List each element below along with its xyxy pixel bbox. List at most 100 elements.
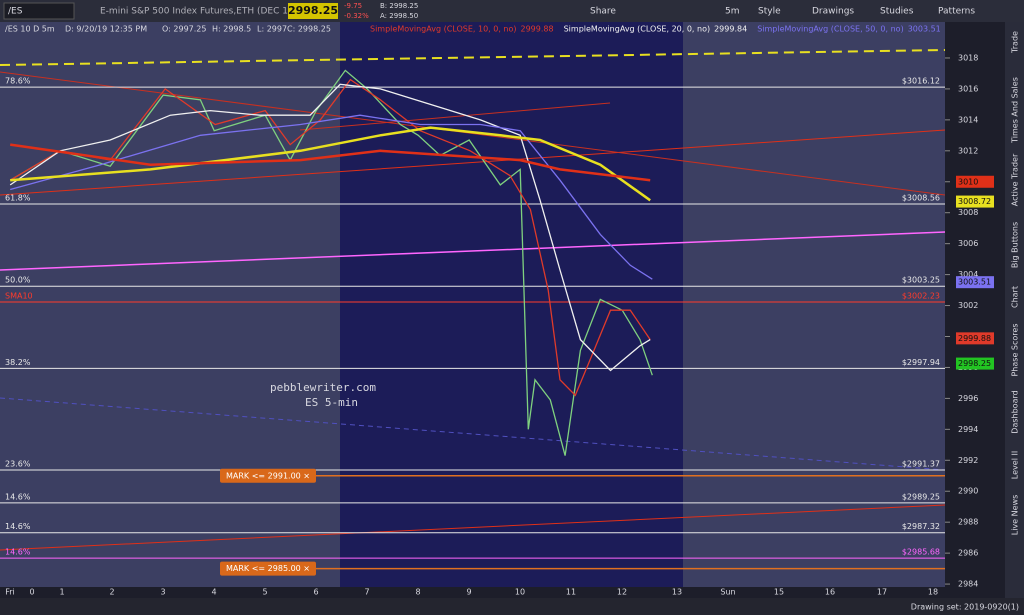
y-tick-label: 3018: [958, 53, 978, 62]
x-tick-label: 6: [313, 588, 318, 597]
x-tick-label: 4: [211, 588, 216, 597]
level-label: 50.0%: [5, 276, 31, 285]
info-low: L: 2997: [257, 25, 287, 34]
trend-line: [0, 71, 946, 196]
x-tick-label: Sun: [720, 588, 735, 597]
sidebar-tab[interactable]: Phase Scores: [1011, 323, 1020, 376]
info-date: D: 9/20/19 12:35 PM: [65, 25, 147, 34]
y-tick-label: 2986: [958, 549, 978, 558]
sidebar-tab[interactable]: Live News: [1011, 495, 1020, 536]
x-tick-label: 18: [928, 588, 938, 597]
level-label: 14.6%: [5, 548, 31, 557]
x-tick-label: 0: [29, 588, 34, 597]
level-price: $2989.25: [902, 492, 940, 501]
chart-name: /ES 10 D 5m: [5, 25, 55, 34]
info-high: H: 2998.5: [212, 25, 251, 34]
session-shade: [340, 22, 683, 587]
alert-box: [220, 561, 316, 576]
trend-line: [0, 397, 946, 471]
last-price: 2998.25: [288, 4, 338, 17]
level-price: $2997.94: [902, 358, 940, 367]
legend-value: 2999.88: [521, 25, 554, 34]
price-badge: [956, 175, 994, 188]
y-tick-label: 2994: [958, 425, 978, 434]
time-axis: [0, 587, 945, 598]
level-price: $2987.32: [902, 522, 940, 531]
y-tick-label: 3016: [958, 84, 978, 93]
y-tick-label: 3002: [958, 301, 978, 310]
sidebar-tab[interactable]: Active Trader: [1011, 153, 1020, 206]
toolbar-button[interactable]: Studies: [880, 7, 914, 17]
plot: 78.6% $3016.12 61.8% $3008.56 50.0% $3003.25 S…: [0, 69, 945, 576]
sidebar: [1005, 22, 1024, 598]
x-tick-label: 9: [466, 588, 471, 597]
level-label: 14.6%: [5, 522, 31, 531]
sidebar-tab[interactable]: Dashboard: [1011, 390, 1020, 433]
y-tick-label: 2990: [958, 487, 978, 496]
alert-box: [220, 468, 316, 483]
price-badge: [956, 357, 994, 370]
y-tick-label: 3014: [958, 115, 978, 124]
status-bar: [0, 598, 1024, 615]
trend-line: [0, 231, 946, 271]
symbol-input[interactable]: [3, 2, 75, 20]
sidebar-tab[interactable]: Chart: [1011, 286, 1020, 308]
x-tick-label: 17: [877, 588, 887, 597]
sidebar-tab[interactable]: Trade: [1011, 31, 1020, 54]
x-tick-label: 15: [774, 588, 784, 597]
y-tick-label: 3006: [958, 239, 978, 248]
trend-line: [299, 102, 611, 131]
series-line: [9, 69, 653, 456]
price-badge-label: 3003.51: [958, 278, 991, 287]
level-label: 61.8%: [5, 194, 31, 203]
legend-value: 2999.84: [714, 25, 747, 34]
y-tick-label: 2988: [958, 518, 978, 527]
price-badge-label: 3008.72: [958, 197, 991, 206]
x-tick-label: 7: [364, 588, 369, 597]
level-price: $3008.56: [902, 194, 940, 203]
level-label: SMA10: [5, 291, 33, 300]
info-close: C: 2998.25: [287, 25, 331, 34]
bid: B: 2998.25: [380, 2, 418, 10]
x-tick-label: 12: [617, 588, 627, 597]
level-price: $2991.37: [902, 460, 940, 469]
sidebar-tab[interactable]: Times And Sales: [1011, 77, 1020, 144]
level-label: 14.6%: [5, 492, 31, 501]
x-tick-label: 5: [262, 588, 267, 597]
level-price: $3016.12: [902, 77, 940, 86]
legend-name: SimpleMovingAvg (CLOSE, 20, 0, no): [564, 25, 711, 34]
toolbar-button[interactable]: Patterns: [938, 7, 975, 17]
toolbar: [0, 0, 1024, 22]
trend-line: [0, 49, 946, 66]
y-tick-label: 3012: [958, 146, 978, 155]
sidebar-tab[interactable]: Level II: [1011, 451, 1020, 479]
price-badge-label: 2999.88: [958, 334, 991, 343]
x-tick-label: 16: [825, 588, 835, 597]
toolbar-button[interactable]: 5m: [725, 7, 740, 17]
sidebar-tab[interactable]: Big Buttons: [1011, 222, 1020, 268]
series-line: [9, 78, 651, 397]
symbol[interactable]: /ES: [8, 7, 23, 17]
level-label: 38.2%: [5, 358, 31, 367]
x-tick-label: 3: [160, 588, 165, 597]
series-line: [10, 143, 651, 182]
level-price: $3003.25: [902, 276, 940, 285]
x-tick-label: 13: [672, 588, 682, 597]
change: -9.75: [344, 2, 362, 10]
series-line: [10, 114, 653, 280]
y-tick-label: 3004: [958, 270, 978, 279]
info-open: O: 2997.25: [162, 25, 206, 34]
trend-line: [0, 129, 946, 196]
trend-lines: [0, 49, 946, 551]
x-tick-label: 10: [515, 588, 525, 597]
watermark: pebblewriter.com: [270, 381, 376, 394]
level-label: 78.6%: [5, 77, 31, 86]
toolbar-button[interactable]: Share: [590, 7, 616, 17]
x-tick-label: 1: [59, 588, 64, 597]
last-box: [288, 3, 338, 19]
toolbar-button[interactable]: Style: [758, 7, 781, 17]
toolbar-button[interactable]: Drawings: [812, 7, 854, 17]
price-badge-label: 3010: [958, 177, 978, 186]
